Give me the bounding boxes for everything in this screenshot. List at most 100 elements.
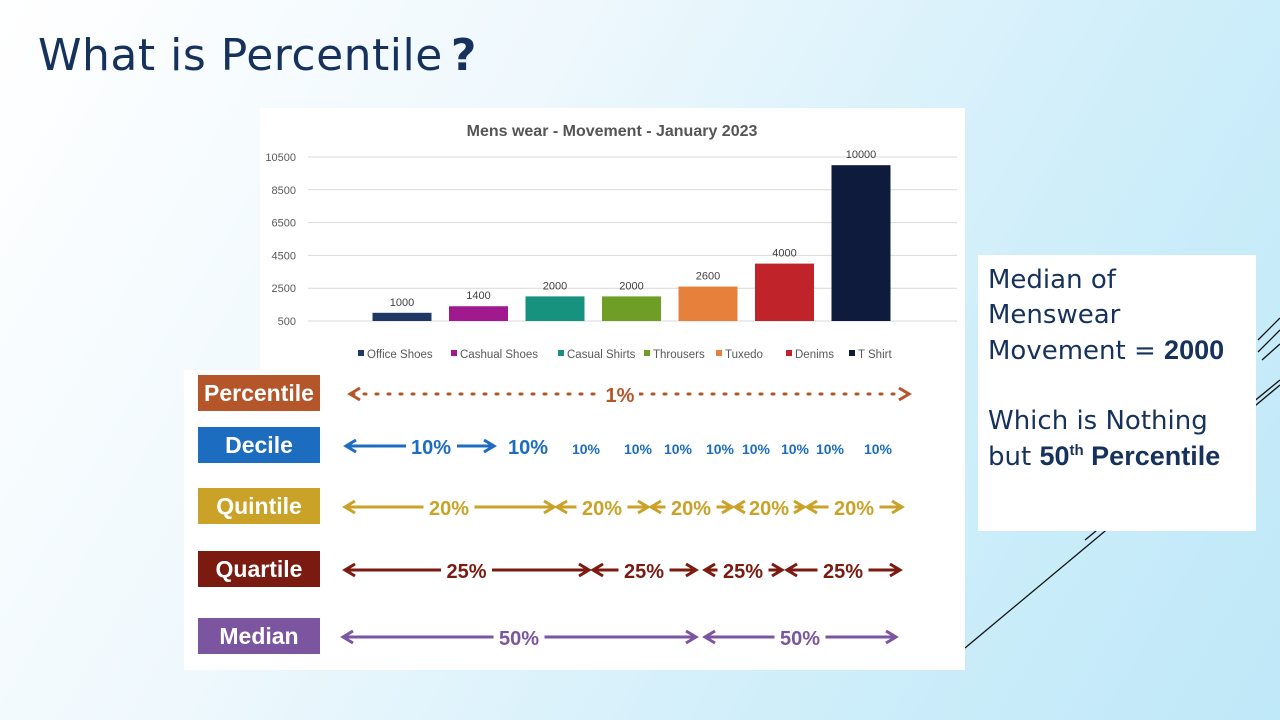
- bar-6: [831, 165, 891, 321]
- median-note-line-4: Which is Nothing: [988, 406, 1208, 436]
- y-tick-label-5: 10500: [265, 152, 296, 164]
- percentile-word: Percentile: [1083, 441, 1221, 471]
- bar-chart: Mens wear - Movement - January 2023 500 25…: [265, 123, 957, 361]
- segment-label-1: 10%: [508, 437, 548, 459]
- data-label-0: 1000: [390, 297, 414, 309]
- segment-label-9: 10%: [864, 441, 893, 457]
- scale-label-percentile: Percentile: [198, 375, 320, 411]
- segment-label-2: 10%: [572, 441, 601, 457]
- median-note-prefix: Movement =: [988, 336, 1165, 366]
- segment-label-5: 10%: [706, 441, 735, 457]
- arrowhead-left-2: [702, 562, 716, 578]
- arrowhead-left-1: [554, 499, 568, 515]
- median-value: 2000: [1164, 335, 1225, 365]
- quantile-scale-panel: Percentile 1% Decile 10% 10% 10% 10% 10% 10% 10% 1…: [184, 370, 965, 670]
- segment-label-1: 20%: [582, 498, 622, 520]
- slide-title-text: What is Percentile: [38, 30, 443, 81]
- legend-swatch-0: [358, 350, 364, 356]
- arrowhead-left-0: [342, 562, 356, 578]
- scale-label-quintile: Quintile: [198, 488, 320, 524]
- bar-3: [602, 296, 661, 321]
- arrowhead-left-0: [340, 629, 354, 645]
- scale-row-decile: Decile 10% 10% 10% 10% 10% 10% 10% 10% 10% 10%: [184, 425, 965, 467]
- median-note: Median of Menswear Movement = 2000 Which…: [978, 255, 1256, 531]
- legend-swatch-6: [849, 350, 855, 356]
- y-tick-label-0: 500: [278, 316, 296, 328]
- y-tick-label-2: 4500: [272, 250, 296, 262]
- legend-label-3: Throusers: [653, 349, 705, 361]
- arrowhead-left: [343, 438, 357, 454]
- legend-swatch-1: [451, 350, 457, 356]
- percentile-number-value: 50: [1039, 441, 1070, 471]
- segment-label-8: 10%: [816, 441, 845, 457]
- arrowhead-right-0: [685, 629, 699, 645]
- arrowhead-right-1: [885, 629, 899, 645]
- arrowhead-right: [898, 386, 912, 402]
- legend-swatch-3: [644, 350, 650, 356]
- segment-label-1: 25%: [624, 561, 664, 583]
- arrowhead-left: [347, 386, 361, 402]
- scale-arrows-quintile: 20% 20% 20% 20% 20%: [342, 498, 905, 520]
- scale-arrows-decile: 10% 10% 10% 10% 10% 10% 10% 10% 10% 10%: [343, 437, 893, 459]
- bar-5: [755, 263, 814, 321]
- slide-title: What is Percentile?: [38, 30, 477, 81]
- chart-title: Mens wear - Movement - January 2023: [467, 123, 758, 140]
- legend-label-1: Cashual Shoes: [460, 349, 538, 361]
- segment-label-3: 20%: [749, 498, 789, 520]
- arrowhead-left-2: [648, 499, 662, 515]
- segment-label-0: 25%: [446, 561, 486, 583]
- scale-arrows-percentile: 1%: [347, 381, 912, 407]
- arrowhead-right-2: [771, 562, 785, 578]
- legend-swatch-4: [716, 350, 722, 356]
- scale-row-percentile: Percentile 1%: [184, 373, 965, 415]
- data-label-3: 2000: [619, 280, 643, 292]
- legend-swatch-2: [558, 350, 564, 356]
- bar-4: [678, 286, 738, 321]
- arrowhead-right-4: [891, 499, 905, 515]
- data-label-1: 1400: [466, 290, 490, 302]
- scale-arrows-quartile: 25% 25% 25% 25%: [342, 561, 903, 583]
- arrowhead-right-1: [685, 562, 699, 578]
- legend-label-2: Casual Shirts: [567, 349, 636, 361]
- arrowhead-left-3: [732, 499, 746, 515]
- legend-label-4: Tuxedo: [725, 349, 763, 361]
- segment-label-3: 10%: [624, 441, 653, 457]
- segment-label-0: 20%: [429, 498, 469, 520]
- label-bg: [601, 381, 639, 407]
- segment-label-7: 10%: [781, 441, 810, 457]
- arrowhead-left-0: [342, 499, 356, 515]
- scale-row-median: Median 50% 50%: [184, 616, 965, 658]
- data-label-6: 10000: [846, 149, 877, 161]
- arrowhead-left-3: [784, 562, 798, 578]
- legend-label-5: Denims: [795, 349, 834, 361]
- arrowhead-right: [483, 438, 497, 454]
- median-note-line-5: but 50th Percentile: [988, 439, 1256, 475]
- arrowhead-left-4: [804, 499, 818, 515]
- segment-label-4: 10%: [664, 441, 693, 457]
- scale-row-quartile: Quartile 25% 25% 25% 25%: [184, 549, 965, 591]
- bar-chart-panel: Mens wear - Movement - January 2023 500 25…: [260, 108, 965, 370]
- segment-label-2: 20%: [671, 498, 711, 520]
- legend-label-0: Office Shoes: [367, 349, 433, 361]
- arrowhead-left-1: [590, 562, 604, 578]
- legend-swatch-5: [786, 350, 792, 356]
- arrowhead-right-2: [721, 499, 735, 515]
- segment-label-3: 25%: [823, 561, 863, 583]
- arrowhead-right-3: [889, 562, 903, 578]
- y-tick-label-4: 8500: [272, 185, 296, 197]
- scale-label-quartile: Quartile: [198, 551, 320, 587]
- arrowhead-right-1: [637, 499, 651, 515]
- segment-label-6: 10%: [742, 441, 771, 457]
- segment-label-0: 50%: [499, 628, 539, 650]
- percentile-ordinal: th: [1069, 442, 1084, 459]
- bar-2: [525, 296, 585, 321]
- segment-label-4: 20%: [834, 498, 874, 520]
- scale-row-quintile: Quintile 20% 20% 20% 20% 20%: [184, 486, 965, 528]
- percentile-number: 50th Percentile: [1039, 441, 1220, 471]
- median-note-line-2: Menswear: [988, 300, 1121, 330]
- arrowhead-right-0: [543, 499, 557, 515]
- bar-0: [372, 312, 432, 321]
- segment-label-0: 10%: [411, 437, 451, 459]
- arrowhead-right-3: [793, 499, 807, 515]
- arrowhead-right-0: [578, 562, 592, 578]
